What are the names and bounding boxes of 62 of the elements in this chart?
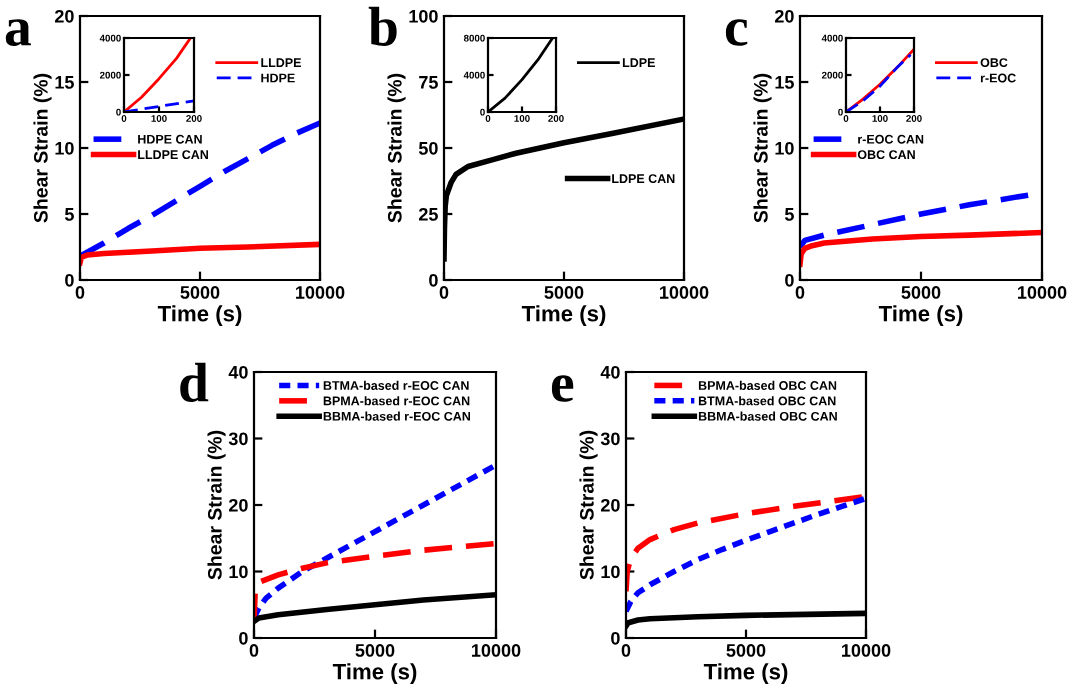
line-series (254, 462, 496, 621)
x-tick-label: 0 (795, 286, 805, 299)
chart-title: a (5, 19, 31, 46)
y-tick-label: 20 (228, 498, 248, 512)
line-series (800, 229, 1042, 267)
x-tick-label: 0 (249, 644, 259, 657)
x-tick-label: 5000 (355, 644, 395, 657)
y-tick-label: 10 (601, 565, 620, 579)
y-tick-label: 20 (774, 9, 794, 23)
x-axis-title: Time (s) (878, 305, 963, 326)
line-series (80, 241, 320, 266)
y-tick-label: 20 (54, 9, 74, 23)
y-tick-label: 15 (55, 76, 74, 89)
y-tick-label: 5 (784, 208, 794, 221)
y-tick-label: 0 (239, 631, 248, 645)
x-axis-title: Time (s) (157, 305, 242, 326)
x-axis-title: Time (s) (521, 305, 606, 326)
chart-title: c (725, 19, 748, 46)
y-tick-label: 20 (600, 498, 620, 512)
x-tick-label: 5000 (180, 286, 220, 299)
x-tick-label: 5000 (544, 286, 584, 299)
y-tick-label: 0 (785, 273, 794, 287)
y-tick-label: 40 (600, 365, 620, 379)
line-series (626, 495, 866, 615)
x-tick-label: 10000 (842, 644, 891, 657)
x-tick-label: 0 (75, 286, 85, 299)
line-series (80, 120, 320, 260)
x-tick-label: 10000 (1018, 286, 1067, 299)
y-axis-title: Shear Strain (%) (33, 73, 52, 223)
chart-title: e (551, 375, 574, 402)
y-tick-label: 0 (611, 631, 620, 645)
y-axis-title: Shear Strain (%) (387, 73, 406, 223)
y-tick-label: 5 (64, 208, 74, 221)
chart-title: d (180, 362, 209, 402)
y-tick-label: 0 (65, 273, 74, 287)
y-tick-label: 10 (229, 565, 248, 579)
y-tick-label: 25 (418, 207, 438, 221)
x-tick-label: 5000 (901, 286, 941, 299)
x-tick-label: 10000 (660, 286, 709, 299)
y-axis-title: Shear Strain (%) (753, 73, 772, 223)
x-tick-label: 0 (621, 644, 631, 657)
chart-title: b (368, 6, 397, 46)
x-tick-label: 10000 (472, 644, 521, 657)
y-tick-label: 15 (775, 76, 794, 89)
y-tick-label: 100 (409, 9, 438, 23)
y-tick-label: 75 (419, 76, 438, 89)
y-axis-title: Shear Strain (%) (579, 430, 598, 580)
x-tick-label: 5000 (726, 644, 766, 657)
x-tick-label: 0 (439, 286, 449, 299)
y-tick-label: 30 (228, 432, 248, 446)
y-tick-label: 0 (429, 273, 438, 287)
x-axis-title: Time (s) (332, 663, 417, 684)
y-tick-label: 50 (418, 141, 438, 155)
y-tick-label: 10 (775, 141, 794, 155)
x-tick-label: 10000 (296, 286, 345, 299)
line-series (124, 38, 192, 112)
y-tick-label: 10 (55, 141, 74, 155)
y-tick-label: 40 (228, 365, 248, 379)
y-axis-title: Shear Strain (%) (207, 430, 226, 580)
y-tick-label: 30 (600, 432, 620, 446)
line-series (626, 493, 866, 595)
x-axis-title: Time (s) (703, 663, 788, 684)
